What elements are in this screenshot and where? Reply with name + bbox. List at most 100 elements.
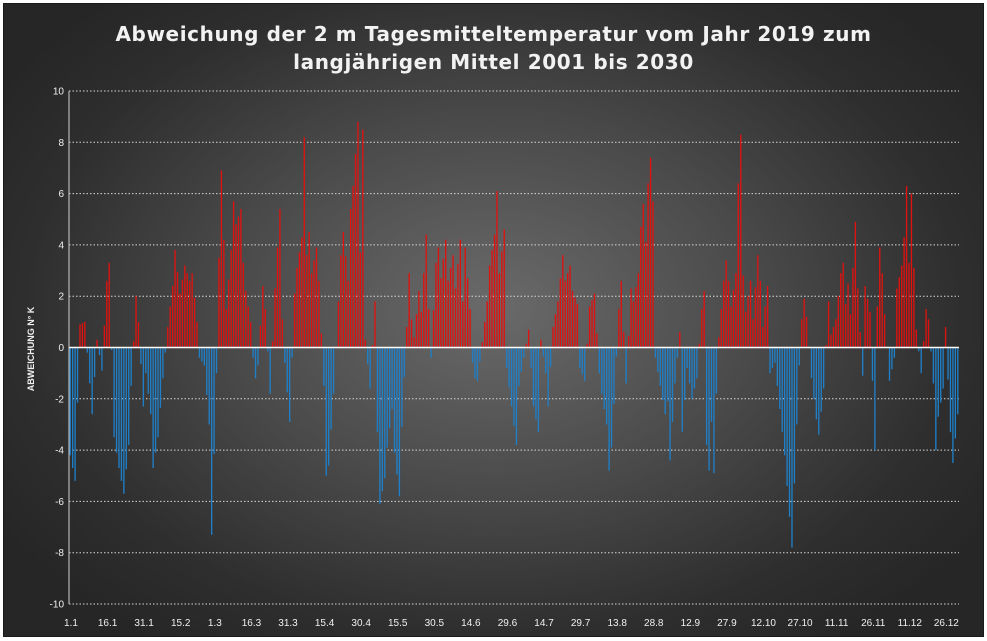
bar-day-78 xyxy=(257,347,259,366)
bar-day-24 xyxy=(125,347,127,470)
bar-day-183 xyxy=(513,347,515,426)
y-tick-label: 10 xyxy=(53,87,65,98)
bar-day-55 xyxy=(201,347,203,362)
bar-day-222 xyxy=(608,347,610,471)
bar-day-39 xyxy=(162,347,164,379)
bar-day-351 xyxy=(922,341,925,348)
bar-day-289 xyxy=(771,347,774,369)
bar-day-175 xyxy=(493,234,496,348)
bar-day-76 xyxy=(252,347,254,358)
bar-day-119 xyxy=(357,121,359,348)
bar-day-349 xyxy=(918,347,920,352)
bar-day-46 xyxy=(179,293,181,348)
bar-day-292 xyxy=(779,347,781,410)
bar-day-30 xyxy=(140,347,142,365)
bar-day-297 xyxy=(791,347,793,548)
bar-day-303 xyxy=(805,316,808,348)
bar-day-140 xyxy=(408,273,410,348)
x-tick-label: 14.7 xyxy=(534,618,554,629)
bar-day-296 xyxy=(788,347,791,517)
bar-day-179 xyxy=(503,229,505,348)
bar-day-2 xyxy=(71,347,74,469)
bar-day-149 xyxy=(430,347,432,358)
x-tick-label: 15.2 xyxy=(171,618,191,629)
bar-day-270 xyxy=(725,260,727,348)
bar-day-99 xyxy=(308,232,310,348)
bar-day-225 xyxy=(615,347,618,357)
bar-day-264 xyxy=(710,347,713,422)
bar-day-192 xyxy=(535,347,537,420)
bar-day-354 xyxy=(930,347,932,352)
bar-day-152 xyxy=(437,247,440,348)
bar-day-213 xyxy=(586,343,588,348)
bar-day-245 xyxy=(664,347,666,415)
bar-day-121 xyxy=(362,129,364,348)
bar-day-166 xyxy=(471,347,474,363)
bar-day-89 xyxy=(284,347,286,363)
bar-day-345 xyxy=(908,262,910,348)
bar-day-342 xyxy=(901,265,903,348)
bar-day-109 xyxy=(332,347,335,394)
x-tick-label: 11.12 xyxy=(898,618,923,629)
bar-day-116 xyxy=(349,208,352,348)
bar-day-331 xyxy=(874,347,876,451)
bar-day-117 xyxy=(352,185,354,348)
bar-day-131 xyxy=(386,347,388,448)
bar-day-95 xyxy=(298,252,301,348)
bar-day-238 xyxy=(647,183,649,348)
bar-day-123 xyxy=(367,347,369,365)
bar-day-315 xyxy=(835,319,837,348)
bar-day-309 xyxy=(820,347,822,412)
bar-day-93 xyxy=(293,293,296,348)
bar-day-324 xyxy=(857,288,859,348)
bar-day-105 xyxy=(323,347,325,386)
bar-day-85 xyxy=(274,288,276,348)
bar-day-276 xyxy=(740,134,742,348)
bar-day-361 xyxy=(947,347,949,380)
bar-day-242 xyxy=(657,347,659,372)
bar-day-118 xyxy=(354,153,357,348)
bar-day-144 xyxy=(418,291,420,348)
y-axis-label: ABWEICHUNG N° K xyxy=(26,306,36,391)
bar-day-231 xyxy=(630,288,632,348)
bar-day-163 xyxy=(464,247,466,348)
bar-day-45 xyxy=(176,271,179,348)
bar-day-82 xyxy=(267,347,269,352)
bar-day-60 xyxy=(213,347,215,454)
bar-day-72 xyxy=(242,262,245,348)
bar-day-40 xyxy=(164,347,166,353)
bar-day-283 xyxy=(757,255,759,348)
bar-day-322 xyxy=(852,267,854,348)
y-tick-label: 2 xyxy=(58,292,64,303)
bar-day-236 xyxy=(642,203,644,348)
bar-day-310 xyxy=(823,347,825,389)
bar-day-63 xyxy=(220,170,223,348)
bar-day-188 xyxy=(525,343,527,348)
bar-day-291 xyxy=(776,347,779,386)
x-tick-label: 1.1 xyxy=(64,618,78,629)
bar-day-5 xyxy=(79,324,81,348)
bar-day-90 xyxy=(286,347,288,393)
bar-day-22 xyxy=(120,347,123,481)
bar-day-352 xyxy=(925,309,927,348)
bar-day-239 xyxy=(649,157,652,348)
bar-day-69 xyxy=(235,224,237,348)
bar-day-358 xyxy=(940,347,942,403)
bar-day-203 xyxy=(562,255,564,348)
bar-day-97 xyxy=(303,137,305,348)
bar-day-153 xyxy=(440,278,442,348)
bar-day-181 xyxy=(508,347,510,388)
bar-day-171 xyxy=(484,321,486,348)
bar-day-59 xyxy=(210,347,213,535)
x-tick-label: 16.1 xyxy=(98,618,118,629)
bar-day-284 xyxy=(759,280,761,348)
bars xyxy=(69,121,959,548)
bar-day-359 xyxy=(942,347,944,389)
bar-day-141 xyxy=(410,319,413,348)
bar-day-254 xyxy=(686,347,688,369)
bar-day-102 xyxy=(315,247,318,348)
bar-day-111 xyxy=(337,301,340,348)
bar-day-305 xyxy=(810,347,813,379)
bar-day-178 xyxy=(501,251,503,348)
bar-day-173 xyxy=(488,265,491,348)
